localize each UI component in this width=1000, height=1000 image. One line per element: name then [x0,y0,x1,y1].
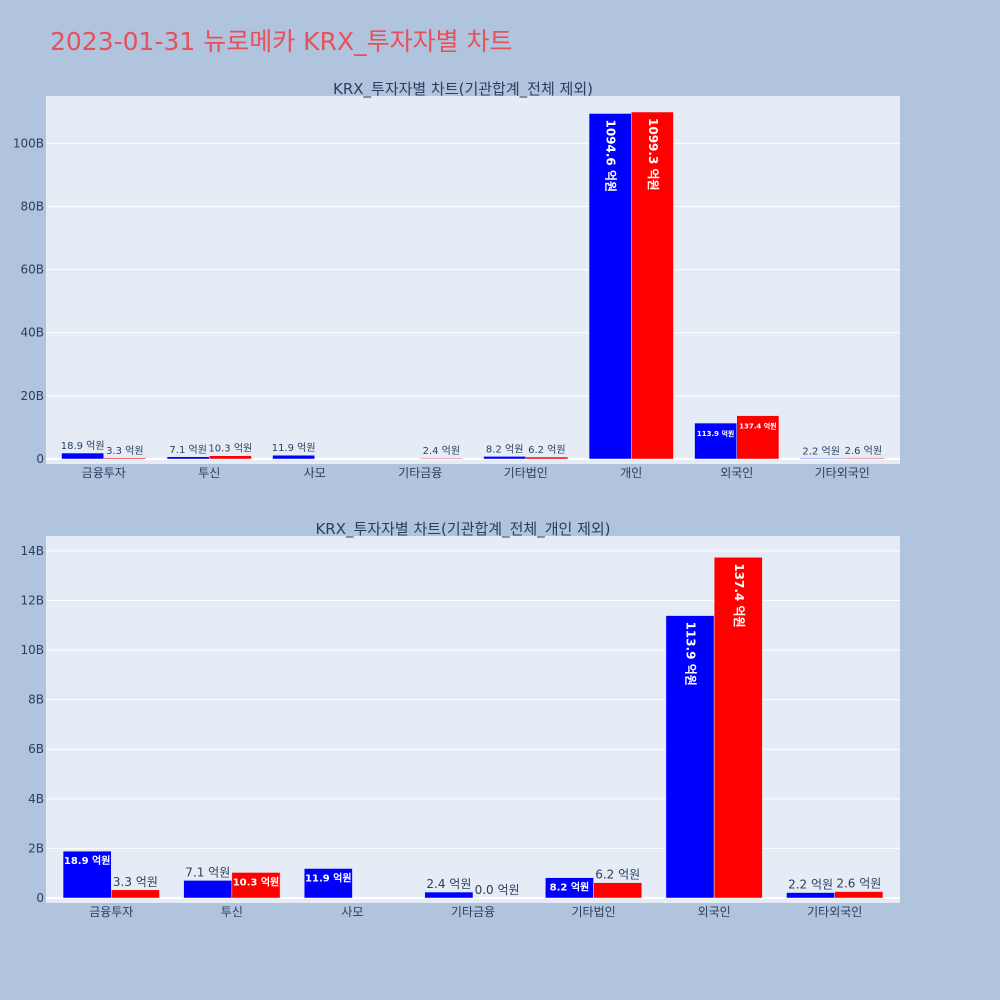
y-tick-label: 12B [20,593,44,607]
bar [231,872,281,899]
bar-data-label: 2.2 억원 [802,445,839,457]
bar-data-label: 113.9 억원 [684,622,698,686]
bar [736,415,780,460]
bar [111,889,160,899]
y-tick-label: 10B [20,643,44,657]
bar-data-label: 8.2 억원 [486,443,523,455]
bar [713,557,763,899]
bar-data-label: 1099.3 억원 [646,118,660,191]
page-title: 2023-01-31 뉴로메카 KRX_투자자별 차트 [50,27,513,56]
bar-data-label: 18.9 억원 [64,854,111,867]
chart-title: KRX_투자자별 차트(기관합계_전체_개인 제외) [315,520,610,539]
plot-background [46,96,900,464]
bar-data-label: 11.9 억원 [305,871,352,884]
x-tick-label: 기타금융 [398,466,442,480]
bar [103,457,147,460]
x-tick-label: 금융투자 [89,905,133,919]
bar [694,422,737,460]
bar-data-label: 10.3 억원 [233,875,280,888]
bar-data-label: 7.1 억원 [169,444,206,456]
bar-data-label: 2.6 억원 [845,445,882,457]
bar-data-label: 8.2 억원 [550,881,590,894]
y-tick-label: 8B [28,693,44,707]
bar-data-label: 6.2 억원 [528,444,565,456]
y-tick-label: 14B [20,544,44,558]
chart-2: 0 2B 4B 6B 8B 10B 12B 14B KRX_투자자별 차트(기관합계_전체_개인… [20,520,900,919]
x-tick-label: 기타법인 [571,905,615,919]
bar [61,452,104,460]
bar-data-label: 2.2 억원 [788,878,833,892]
x-tick-label: 외국인 [698,905,731,919]
bar [842,457,885,460]
x-tick-label: 투신 [221,905,243,919]
bar [183,880,233,899]
bar-data-label: 137.4 억원 [732,563,746,627]
bar [631,111,674,460]
bar-data-label: 113.9 억원 [697,429,734,438]
bar [483,456,526,460]
chart-title: KRX_투자자별 차트(기관합계_전체 제외) [333,80,593,99]
bar [525,456,569,460]
y-tick-label: 100B [13,136,44,150]
bar [799,458,843,460]
bar-data-label: 2.4 억원 [423,445,460,457]
bar [665,615,715,899]
y-tick-label: 0 [36,452,44,466]
bar [420,457,463,460]
x-tick-label: 기타법인 [504,466,548,480]
x-tick-label: 금융투자 [82,466,126,480]
y-tick-label: 20B [20,389,44,403]
chart-1: 0 20B 40B 60B 80B 100B KRX_투자자별 차트(기관합계_전체 제외)… [13,80,900,480]
bar-data-label: 2.6 억원 [836,877,881,891]
bar [303,868,353,899]
bar-data-label: 3.3 억원 [106,445,143,457]
bar-data-label: 137.4 억원 [739,422,776,431]
bar [209,455,252,460]
bar [786,892,835,899]
bar-data-label: 11.9 억원 [272,442,316,454]
y-tick-label: 80B [20,199,44,213]
bar [166,456,210,460]
y-tick-label: 0 [36,891,44,905]
y-tick-label: 4B [28,792,44,806]
y-tick-label: 40B [20,326,44,340]
x-tick-label: 기타금융 [451,905,495,919]
bar-data-label: 10.3 억원 [208,443,252,455]
x-tick-label: 투신 [198,466,220,480]
bar-data-label: 7.1 억원 [185,865,230,879]
x-tick-label: 개인 [620,466,642,480]
bar [272,454,315,460]
x-tick-label: 기타외국인 [815,466,870,480]
bar-data-label: 3.3 억원 [113,875,158,889]
y-tick-label: 2B [28,841,44,855]
x-tick-label: 사모 [304,466,326,480]
y-tick-label: 6B [28,742,44,756]
bar-data-label: 2.4 억원 [426,877,471,891]
y-tick-label: 60B [20,263,44,277]
bar-data-label: 1094.6 억원 [604,119,618,192]
bar-data-label: 18.9 억원 [61,440,105,452]
bar [834,891,884,899]
bar-data-label: 0.0 억원 [475,883,520,897]
bar-data-label: 6.2 억원 [595,868,640,882]
x-tick-label: 기타외국인 [807,905,862,919]
bar [593,882,643,899]
x-tick-label: 사모 [341,905,363,919]
bar [424,891,474,899]
bar [62,850,112,899]
x-tick-label: 외국인 [720,466,753,480]
